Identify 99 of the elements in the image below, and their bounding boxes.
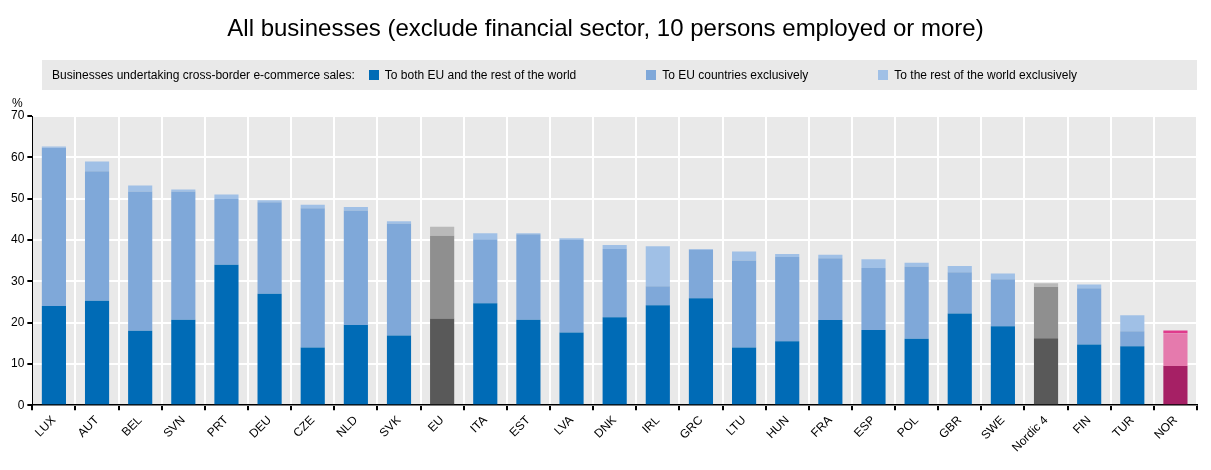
x-tick-label: FIN (1070, 412, 1094, 437)
bar (990, 279, 1015, 327)
bar (602, 244, 627, 250)
bar (1077, 288, 1102, 345)
bar (1120, 315, 1145, 332)
y-tick-label: 50 (10, 190, 25, 205)
bar (300, 347, 325, 405)
bar (775, 256, 800, 342)
bar (386, 223, 412, 336)
bar (128, 191, 153, 331)
bar (300, 208, 325, 348)
bar (559, 332, 584, 405)
x-tick-label: EU (424, 412, 447, 435)
bar (1120, 331, 1145, 347)
x-tick-label: POL (894, 412, 922, 440)
bar (818, 254, 843, 259)
legend-label: To the rest of the world exclusively (894, 68, 1078, 82)
bar (84, 300, 110, 405)
bar (904, 338, 929, 405)
bar (1033, 283, 1059, 288)
bar (947, 272, 972, 314)
bar (84, 171, 110, 301)
legend-label: To both EU and the rest of the world (384, 68, 577, 82)
y-tick-label: 10 (10, 356, 25, 371)
bar (128, 185, 153, 192)
y-tick-label: 0 (17, 397, 25, 412)
bar (214, 264, 239, 405)
bar (171, 319, 196, 405)
bar (688, 249, 714, 299)
bar (386, 335, 412, 405)
y-tick-label: 20 (10, 314, 25, 329)
bar (343, 206, 368, 211)
bar (1120, 346, 1145, 405)
bar (861, 330, 886, 405)
bar (645, 305, 670, 405)
x-tick-label: ITA (467, 412, 490, 436)
bar (171, 189, 196, 192)
bar (84, 161, 110, 172)
bar (473, 303, 498, 405)
legend-label: To EU countries exclusively (662, 68, 809, 82)
bar (257, 202, 282, 294)
bar (343, 325, 368, 405)
bar (732, 347, 757, 405)
x-tick-label: FRA (807, 412, 835, 440)
bar (645, 286, 670, 306)
x-tick-label: LTU (723, 412, 749, 439)
bar (732, 260, 757, 348)
y-tick-label: 30 (10, 273, 25, 288)
bar (430, 226, 455, 236)
bar (1163, 333, 1188, 366)
bar (904, 266, 929, 339)
y-axis-title: % (12, 96, 23, 111)
x-tick-label: TUR (1109, 412, 1137, 441)
bar (602, 317, 627, 405)
bar (516, 319, 541, 405)
x-tick-label: LVA (551, 412, 576, 438)
bar (861, 259, 886, 269)
legend-title: Businesses undertaking cross-border e-commerce sales: (52, 68, 355, 82)
bar (1163, 330, 1188, 334)
bar (775, 254, 800, 257)
bar (343, 210, 368, 326)
bar (1077, 344, 1102, 405)
bar (947, 265, 972, 273)
bar (473, 233, 498, 240)
bar (559, 239, 584, 333)
bar (386, 221, 412, 224)
chart-title: All businesses (exclude financial sector, 10 persons employed or more) (226, 13, 985, 43)
bar (41, 306, 66, 405)
bar (947, 313, 972, 405)
x-tick-label: IRL (639, 412, 663, 436)
bar (688, 298, 714, 405)
bar (1033, 338, 1059, 405)
y-tick-label: 40 (10, 232, 25, 247)
bar (818, 320, 843, 405)
bar (1033, 287, 1059, 339)
bar (645, 246, 670, 287)
bar (990, 273, 1015, 280)
bar (861, 268, 886, 331)
bar (41, 147, 66, 307)
bar (818, 258, 843, 321)
bar (257, 200, 282, 203)
bar (300, 204, 325, 209)
bar (430, 318, 455, 405)
bar (430, 235, 455, 319)
bar (257, 293, 282, 405)
y-tick-label: 70 (10, 108, 25, 123)
bar (473, 239, 498, 304)
y-tick-label: 60 (10, 149, 25, 164)
bar (1163, 365, 1188, 405)
bar (732, 251, 757, 261)
bar (775, 341, 800, 405)
x-tick-label: BEL (118, 412, 145, 439)
bar (214, 194, 239, 200)
bar (171, 191, 196, 320)
bar (602, 249, 627, 318)
bar (516, 234, 541, 320)
bar (128, 330, 153, 405)
bar (990, 326, 1015, 405)
bar (214, 199, 239, 265)
